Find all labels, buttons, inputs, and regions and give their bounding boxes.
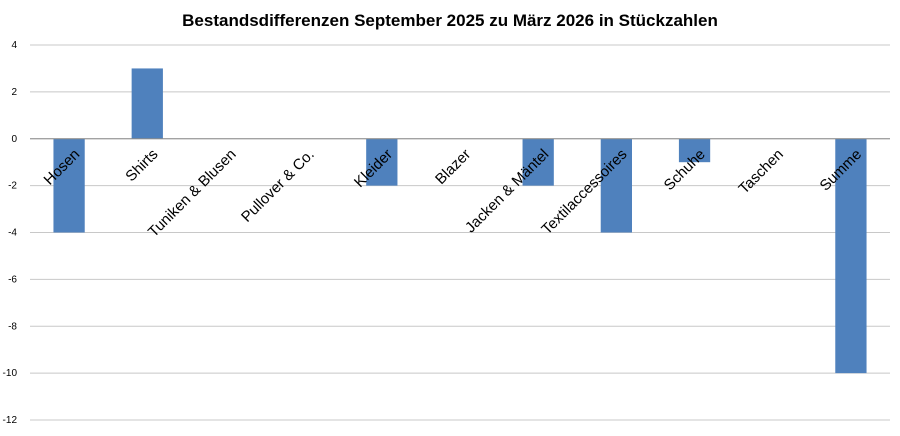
y-tick-label: -12: [3, 415, 18, 426]
bar: [53, 138, 85, 233]
y-tick-label: 2: [11, 87, 17, 98]
y-tick-label: -6: [8, 274, 17, 285]
bar: [835, 138, 867, 374]
category-label: Jacken & Mäntel: [462, 146, 552, 236]
y-tick-label: -4: [8, 228, 17, 239]
y-tick-label: -2: [8, 181, 17, 192]
bar: [600, 138, 632, 233]
bar: [678, 138, 711, 163]
y-tick-label: 4: [11, 40, 17, 51]
bar: [131, 68, 163, 139]
category-label: Blazer: [432, 146, 474, 188]
category-label: Taschen: [735, 146, 787, 198]
y-tick-label: -10: [3, 368, 18, 379]
y-tick-label: 0: [11, 134, 17, 145]
y-tick-label: -8: [8, 321, 17, 332]
bar: [522, 138, 554, 186]
bar: [366, 138, 398, 186]
y-axis-ticks: 4 2 0 -2 -4 -6 -8 -10 -12: [3, 40, 18, 426]
bars: [53, 68, 867, 374]
category-label: Shirts: [122, 146, 161, 185]
chart-title: Bestandsdifferenzen September 2025 zu Mä…: [182, 11, 718, 30]
